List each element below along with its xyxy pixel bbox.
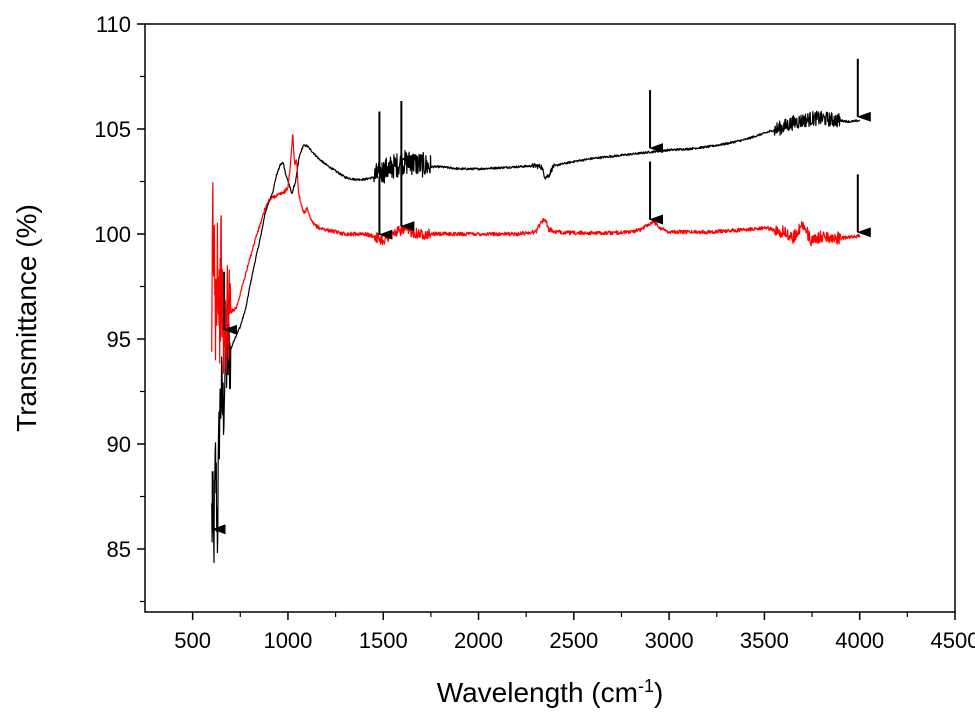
x-tick-label: 3000	[645, 628, 694, 653]
y-axis: 85 90 95 100 105 110	[94, 12, 145, 603]
x-tick-label: 4500	[931, 628, 975, 653]
x-axis-title: Wavelength (cm-1)	[437, 676, 664, 708]
y-tick-label: 90	[107, 432, 131, 457]
x-tick-label: 1500	[359, 628, 408, 653]
plot-area	[144, 23, 956, 613]
series-layer	[211, 110, 861, 564]
x-tick-label: 1000	[263, 628, 312, 653]
y-axis-title: Transmittance (%)	[11, 204, 42, 432]
y-tick-label: 85	[107, 537, 131, 562]
y-tick-label: 110	[96, 12, 131, 37]
x-axis: 500 1000 1500 2000 2500 3000 3500 4000 4500	[174, 612, 975, 653]
series-line-0	[211, 110, 861, 564]
y-tick-label: 105	[94, 117, 131, 142]
annotation-layer	[211, 58, 871, 535]
x-tick-label: 4000	[835, 628, 884, 653]
x-tick-label: 2000	[454, 628, 503, 653]
series-line-1	[211, 134, 861, 374]
x-tick-label: 2500	[549, 628, 598, 653]
x-tick-label: 500	[174, 628, 211, 653]
y-tick-label: 100	[94, 222, 131, 247]
y-tick-label: 95	[107, 327, 131, 352]
x-tick-label: 3500	[740, 628, 789, 653]
plot-frame	[144, 23, 956, 613]
